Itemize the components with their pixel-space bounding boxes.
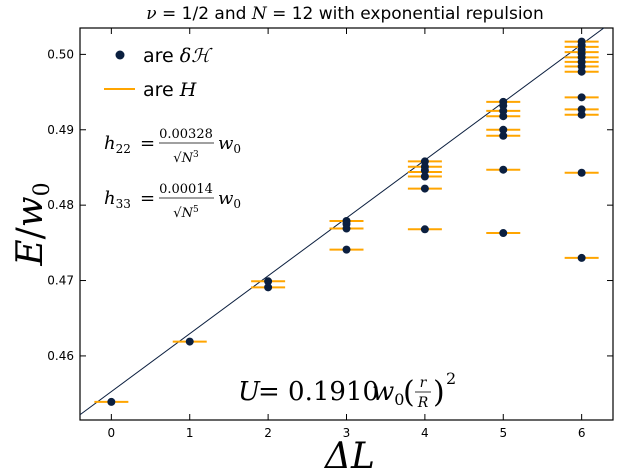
delta-H-point xyxy=(420,166,429,175)
svg-text:= 0.1910: = 0.1910 xyxy=(258,377,379,407)
delta-H-point xyxy=(577,168,586,177)
svg-text:r: r xyxy=(420,375,428,391)
svg-text:√N5: √N5 xyxy=(173,205,199,221)
x-tick-label: 5 xyxy=(499,426,507,440)
y-axis-label: E/w0 xyxy=(10,182,55,266)
delta-H-point xyxy=(577,93,586,102)
svg-text:h22: h22 xyxy=(104,133,131,156)
axis-ticks: 0 1 2 3 4 5 6 0.46 0.47 0.48 0.49 0.50 xyxy=(47,28,613,440)
potential-formula: U = 0.1910 w0 ( r R ) 2 xyxy=(238,369,456,411)
x-tick-label: 6 xyxy=(578,426,586,440)
delta-H-point xyxy=(420,184,429,193)
delta-H-point xyxy=(499,131,508,140)
delta-H-point xyxy=(420,225,429,234)
legend-label-H: are H xyxy=(143,79,197,101)
delta-H-point xyxy=(499,112,508,121)
delta-H-point xyxy=(577,110,586,119)
x-tick-label: 1 xyxy=(186,426,194,440)
delta-H-point xyxy=(420,172,429,181)
y-tick-label: 0.49 xyxy=(47,123,74,137)
delta-H-point xyxy=(264,283,273,292)
svg-text:0.00328: 0.00328 xyxy=(159,127,213,142)
delta-H-point xyxy=(577,253,586,262)
x-tick-label: 4 xyxy=(421,426,429,440)
svg-text:w0: w0 xyxy=(372,377,404,409)
chart-title: ν = 1/2 and N = 12 with exponential repu… xyxy=(146,4,543,24)
svg-text:): ) xyxy=(433,375,445,410)
delta-H-point xyxy=(342,245,351,254)
legend-label-delta-H: are δℋ xyxy=(143,45,213,67)
x-axis-label: ΔL xyxy=(323,436,375,473)
svg-text:U: U xyxy=(238,377,261,407)
x-tick-label: 2 xyxy=(264,426,272,440)
h33-formula: h33 = 0.00014 √N5 w0 xyxy=(104,182,241,221)
delta-H-point xyxy=(264,277,273,286)
legend: are δℋ are H xyxy=(104,45,213,101)
svg-text:0.00014: 0.00014 xyxy=(159,182,213,197)
svg-text:=: = xyxy=(140,188,155,209)
svg-text:=: = xyxy=(140,133,155,154)
delta-H-series xyxy=(107,37,586,406)
svg-text:2: 2 xyxy=(446,369,456,388)
y-tick-label: 0.47 xyxy=(47,274,74,288)
delta-H-point xyxy=(342,224,351,233)
y-tick-label: 0.48 xyxy=(47,198,74,212)
svg-text:w0: w0 xyxy=(218,188,241,211)
svg-text:R: R xyxy=(417,395,429,411)
svg-text:(: ( xyxy=(403,375,415,410)
h22-formula: h22 = 0.00328 √N3 w0 xyxy=(104,127,241,166)
delta-H-point xyxy=(499,229,508,238)
svg-text:√N3: √N3 xyxy=(173,150,199,166)
delta-H-point xyxy=(107,397,116,406)
x-tick-label: 3 xyxy=(343,426,351,440)
delta-H-point xyxy=(499,165,508,174)
delta-H-point xyxy=(577,67,586,76)
delta-H-point xyxy=(499,125,508,134)
y-tick-label: 0.50 xyxy=(47,47,74,61)
svg-text:h33: h33 xyxy=(104,188,131,211)
delta-H-point xyxy=(185,337,194,346)
x-tick-label: 0 xyxy=(108,426,116,440)
y-tick-label: 0.46 xyxy=(47,349,74,363)
svg-text:w0: w0 xyxy=(218,133,241,156)
legend-dot-marker xyxy=(115,50,125,60)
